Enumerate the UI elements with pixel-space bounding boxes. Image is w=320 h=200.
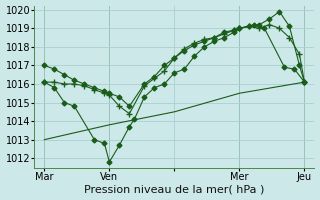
X-axis label: Pression niveau de la mer( hPa ): Pression niveau de la mer( hPa ) bbox=[84, 184, 265, 194]
